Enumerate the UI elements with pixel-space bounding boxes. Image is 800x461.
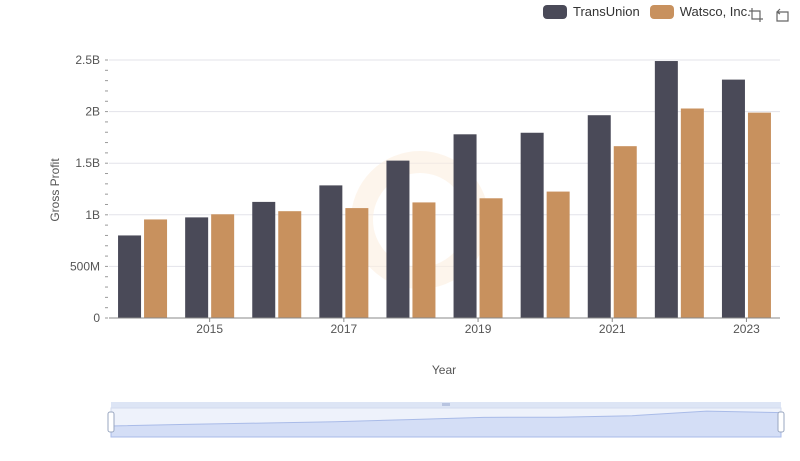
- bar-transunion: [185, 217, 209, 318]
- legend-item-transunion[interactable]: TransUnion: [543, 4, 640, 19]
- bar-transunion: [721, 79, 745, 318]
- bar-watsco: [479, 198, 503, 318]
- slider-handle-left: [107, 411, 115, 433]
- bar-transunion: [319, 185, 343, 318]
- data-zoom-slider[interactable]: [107, 402, 785, 438]
- legend: TransUnion Watsco, Inc.: [543, 4, 751, 19]
- slider-handle-right: [777, 411, 785, 433]
- bar-watsco: [747, 112, 771, 319]
- legend-label-watsco: Watsco, Inc.: [679, 4, 751, 19]
- y-tick-label: 2B: [85, 105, 100, 119]
- legend-item-watsco[interactable]: Watsco, Inc.: [649, 4, 751, 19]
- bar-transunion: [453, 134, 477, 318]
- y-tick-label: 1.5B: [75, 156, 100, 170]
- y-tick-label: 0: [93, 311, 100, 325]
- axes: 0 500M 1B 1.5B 2B 2.5B 2015 2017 2019 2021 2023: [70, 53, 780, 336]
- x-tick-label: 2017: [330, 322, 357, 336]
- bar-transunion: [654, 61, 678, 318]
- bar-transunion: [386, 160, 410, 318]
- bar-transunion: [587, 115, 611, 318]
- y-axis-label: Gross Profit: [48, 158, 62, 222]
- bar-watsco: [680, 108, 704, 318]
- bar-watsco: [278, 211, 302, 318]
- bar-watsco: [613, 146, 637, 318]
- y-tick-label: 500M: [70, 259, 100, 273]
- toolbox: [748, 7, 790, 23]
- legend-label-transunion: TransUnion: [573, 4, 640, 19]
- x-tick-label: 2021: [599, 322, 626, 336]
- restore-icon[interactable]: [774, 7, 790, 23]
- y-tick-label: 1B: [85, 208, 100, 222]
- x-axis-label: Year: [432, 363, 456, 377]
- legend-swatch-watsco: [649, 4, 674, 19]
- slider-grip: [442, 403, 450, 406]
- y-tick-label: 2.5B: [75, 53, 100, 67]
- bar-watsco: [144, 219, 168, 318]
- x-tick-label: 2015: [196, 322, 223, 336]
- data-zoom-icon[interactable]: [748, 7, 764, 23]
- bar-watsco: [211, 214, 235, 318]
- bar-transunion: [118, 235, 142, 318]
- bar-transunion: [252, 201, 276, 318]
- bar-watsco: [412, 202, 436, 318]
- bars: [118, 61, 771, 319]
- x-tick-label: 2019: [465, 322, 492, 336]
- legend-swatch-transunion: [543, 4, 567, 19]
- x-tick-label: 2023: [733, 322, 760, 336]
- bar-watsco: [546, 191, 570, 318]
- bar-transunion: [520, 132, 544, 318]
- bar-watsco: [345, 208, 369, 318]
